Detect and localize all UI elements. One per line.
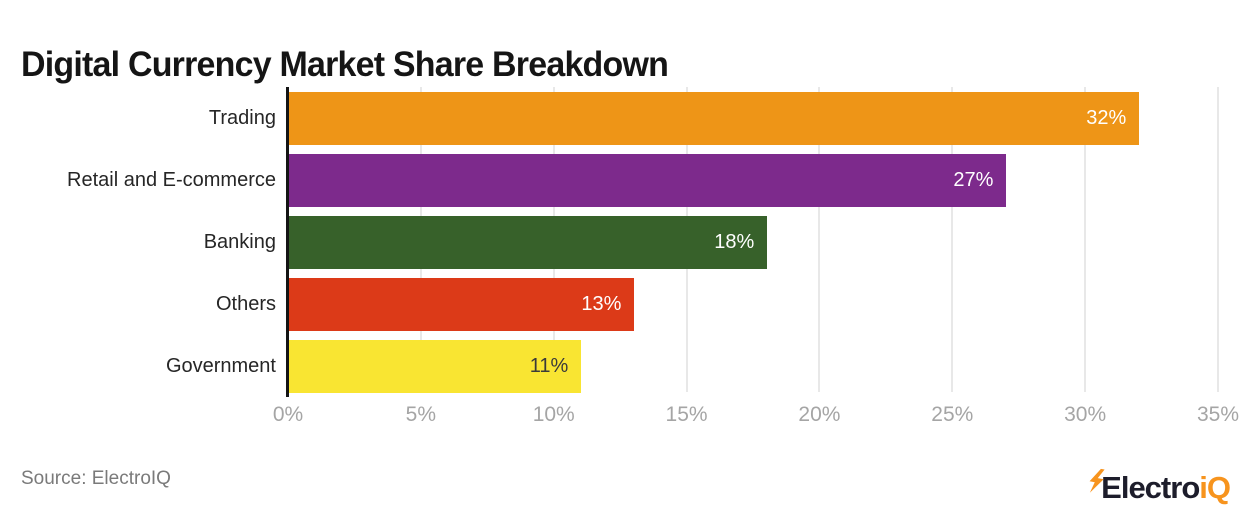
bar-others: 13% [289, 277, 635, 331]
x-axis-tick-label: 30% [1064, 403, 1107, 426]
bar-government: 11% [289, 339, 582, 393]
bar-trading: 32% [289, 91, 1140, 145]
x-axis-tick-label: 35% [1196, 403, 1240, 426]
category-label-retail-and-e-commerce: Retail and E-commerce [67, 168, 276, 191]
x-axis-tick-label: 0% [272, 403, 304, 426]
bar-value-label: 13% [581, 292, 622, 315]
electroiq-logo: ElectroiQ [1087, 468, 1231, 510]
x-axis-tick-label: 15% [665, 403, 708, 426]
x-axis-tick-label: 25% [931, 403, 974, 426]
x-gridline [818, 87, 821, 392]
bar-value-label: 18% [714, 230, 755, 253]
category-label-banking: Banking [203, 230, 276, 253]
logo-text-electro: Electro [1101, 470, 1200, 505]
bar-value-label: 27% [953, 168, 994, 191]
lightning-bolt-icon [1089, 466, 1105, 502]
x-gridline [1084, 87, 1087, 392]
x-axis-tick-label: 10% [532, 403, 575, 426]
y-axis-line [286, 87, 289, 397]
source-note: Source: ElectroIQ [21, 468, 171, 489]
category-label-others: Others [215, 292, 276, 315]
category-label-trading: Trading [208, 106, 276, 129]
bar-retail-and-e-commerce: 27% [289, 153, 1007, 207]
logo-text-iq: iQ [1199, 470, 1231, 505]
bar-banking: 18% [289, 215, 768, 269]
category-label-government: Government [165, 354, 276, 377]
bar-value-label: 11% [529, 354, 569, 377]
x-gridline [1217, 87, 1219, 392]
x-axis-tick-label: 20% [798, 403, 841, 426]
bar-value-label: 32% [1086, 106, 1127, 129]
x-gridline [951, 87, 954, 392]
chart-title: Digital Currency Market Share Breakdown [21, 45, 669, 85]
x-axis-tick-label: 5% [405, 403, 437, 426]
